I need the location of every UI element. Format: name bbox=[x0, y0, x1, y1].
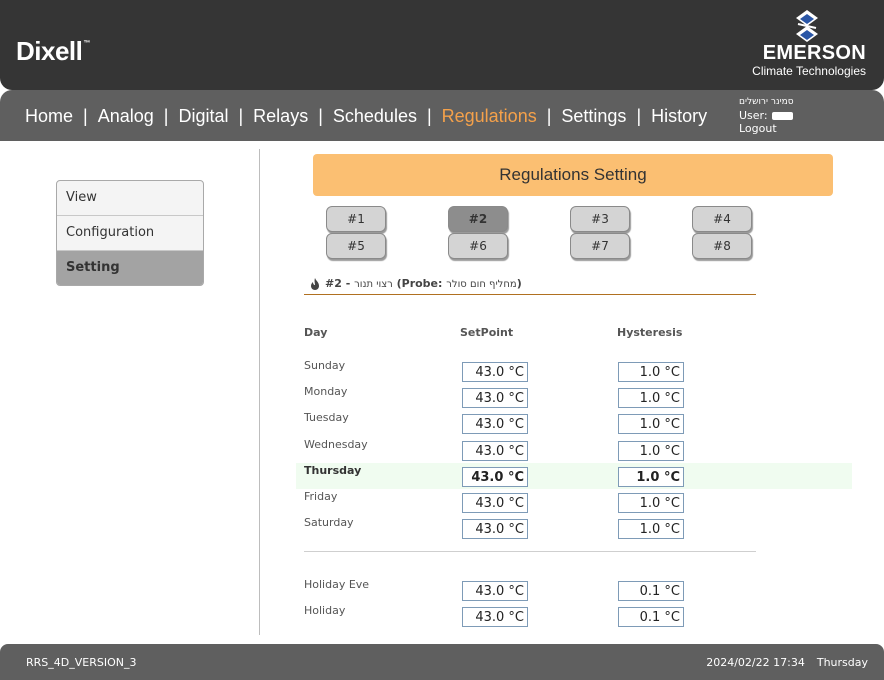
table-row: Friday 43.0 °C 1.0 °C bbox=[304, 489, 852, 515]
reg-button-3[interactable]: #3 bbox=[570, 206, 630, 232]
probe-suffix: ) bbox=[516, 277, 522, 290]
reg-button-4[interactable]: #4 bbox=[692, 206, 752, 232]
setpoint-input[interactable]: 43.0 °C bbox=[462, 607, 528, 627]
nav-separator: | bbox=[163, 106, 169, 126]
day-label: Thursday bbox=[304, 464, 362, 477]
setpoint-input[interactable]: 43.0 °C bbox=[462, 493, 528, 513]
sidebar-item-configuration[interactable]: Configuration bbox=[57, 216, 203, 251]
probe-value: מחליף חום סולר bbox=[446, 279, 517, 290]
main-nav: Home | Analog | Digital | Relays | Schedules | Reg… bbox=[25, 106, 707, 127]
logout-link[interactable]: Logout bbox=[739, 122, 777, 135]
table-row: Monday 43.0 °C 1.0 °C bbox=[304, 384, 852, 410]
nav-separator: | bbox=[426, 106, 432, 126]
nav-separator: | bbox=[83, 106, 88, 126]
dixell-logo-tm: ™ bbox=[83, 40, 90, 47]
hysteresis-input[interactable]: 1.0 °C bbox=[618, 388, 684, 408]
table-row: Saturday 43.0 °C 1.0 °C bbox=[304, 515, 852, 541]
user-name-redacted bbox=[771, 112, 793, 120]
hysteresis-input[interactable]: 0.1 °C bbox=[618, 581, 684, 601]
flame-icon bbox=[311, 278, 319, 290]
hysteresis-input[interactable]: 1.0 °C bbox=[618, 467, 684, 487]
version-label: RRS_4D_VERSION_3 bbox=[26, 656, 137, 669]
table-row-today: Thursday 43.0 °C 1.0 °C bbox=[296, 463, 852, 489]
hysteresis-input[interactable]: 1.0 °C bbox=[618, 493, 684, 513]
probe-regulation-name: רצוי תנור bbox=[354, 279, 393, 290]
table-row-holiday-eve: Holiday Eve 43.0 °C 0.1 °C bbox=[304, 577, 852, 603]
day-label: Monday bbox=[304, 385, 348, 398]
nav-separator: | bbox=[546, 106, 552, 126]
site-location: סמינר ירושלים bbox=[739, 97, 794, 107]
probe-underline bbox=[304, 294, 756, 295]
table-row: Sunday 43.0 °C 1.0 °C bbox=[304, 358, 852, 384]
day-label: Holiday Eve bbox=[304, 578, 370, 591]
day-label: Wednesday bbox=[304, 438, 368, 451]
user-line: User: bbox=[739, 109, 794, 122]
user-label: User: bbox=[739, 109, 768, 122]
day-label: Sunday bbox=[304, 359, 346, 372]
nav-history[interactable]: History bbox=[651, 106, 708, 126]
nav-digital[interactable]: Digital bbox=[178, 106, 229, 126]
setpoint-input[interactable]: 43.0 °C bbox=[462, 581, 528, 601]
setpoint-input[interactable]: 43.0 °C bbox=[462, 362, 528, 382]
column-header-day: Day bbox=[304, 326, 328, 339]
datetime-value: 2024/02/22 17:34 bbox=[706, 656, 805, 669]
reg-button-7[interactable]: #7 bbox=[570, 233, 630, 259]
hysteresis-input[interactable]: 1.0 °C bbox=[618, 362, 684, 382]
nav-separator: | bbox=[636, 106, 642, 126]
status-footer: RRS_4D_VERSION_3 2024/02/22 17:34 Thursda… bbox=[0, 644, 884, 680]
hysteresis-input[interactable]: 1.0 °C bbox=[618, 441, 684, 461]
page-title: Regulations Setting bbox=[313, 154, 833, 196]
sidebar-item-setting[interactable]: Setting bbox=[57, 251, 203, 285]
dixell-logo: Dixell™ bbox=[16, 36, 90, 67]
app-header: Dixell™ EMERSON Climate Technologies bbox=[0, 0, 884, 90]
emerson-emblem-icon bbox=[796, 10, 818, 42]
hysteresis-input[interactable]: 1.0 °C bbox=[618, 519, 684, 539]
reg-button-1[interactable]: #1 bbox=[326, 206, 386, 232]
sidebar-item-view[interactable]: View bbox=[57, 181, 203, 216]
probe-prefix: #2 - bbox=[325, 277, 355, 290]
setpoint-input[interactable]: 43.0 °C bbox=[462, 388, 528, 408]
day-label: Saturday bbox=[304, 516, 354, 529]
nav-schedules[interactable]: Schedules bbox=[332, 106, 417, 126]
nav-separator: | bbox=[238, 106, 244, 126]
day-label: Friday bbox=[304, 490, 338, 503]
emerson-name: EMERSON bbox=[762, 42, 866, 64]
day-label: Holiday bbox=[304, 604, 346, 617]
hysteresis-input[interactable]: 1.0 °C bbox=[618, 414, 684, 434]
nav-analog[interactable]: Analog bbox=[97, 106, 154, 126]
column-header-hysteresis: Hysteresis bbox=[617, 326, 683, 339]
setpoint-input[interactable]: 43.0 °C bbox=[462, 467, 528, 487]
setpoint-input[interactable]: 43.0 °C bbox=[462, 441, 528, 461]
emerson-logo: EMERSON Climate Technologies bbox=[746, 8, 866, 80]
nav-separator: | bbox=[318, 106, 323, 126]
column-header-setpoint: SetPoint bbox=[460, 326, 514, 339]
dixell-logo-text: Dixell bbox=[16, 36, 83, 66]
table-row: Wednesday 43.0 °C 1.0 °C bbox=[304, 437, 852, 463]
day-label: Tuesday bbox=[304, 411, 349, 424]
nav-bar: Home | Analog | Digital | Relays | Schedules | Reg… bbox=[0, 90, 884, 141]
datetime-display: 2024/02/22 17:34 Thursday bbox=[706, 656, 868, 669]
user-panel: סמינר ירושלים User: Logout bbox=[739, 96, 794, 135]
probe-label: (Probe: bbox=[392, 277, 447, 290]
hysteresis-input[interactable]: 0.1 °C bbox=[618, 607, 684, 627]
setpoint-input[interactable]: 43.0 °C bbox=[462, 414, 528, 434]
nav-regulations[interactable]: Regulations bbox=[441, 106, 537, 126]
reg-button-8[interactable]: #8 bbox=[692, 233, 752, 259]
content-area: View Configuration Setting Regulations S… bbox=[0, 141, 884, 644]
weekday-value: Thursday bbox=[816, 656, 868, 669]
table-row: Tuesday 43.0 °C 1.0 °C bbox=[304, 410, 852, 436]
probe-heading: #2 - רצוי תנור (Probe: מחליף חום סולר) bbox=[310, 277, 522, 290]
sidebar-menu: View Configuration Setting bbox=[56, 180, 204, 286]
section-divider bbox=[304, 551, 756, 552]
reg-button-5[interactable]: #5 bbox=[326, 233, 386, 259]
table-row-holiday: Holiday 43.0 °C 0.1 °C bbox=[304, 603, 852, 629]
setpoint-input[interactable]: 43.0 °C bbox=[462, 519, 528, 539]
nav-relays[interactable]: Relays bbox=[253, 106, 309, 126]
reg-button-6[interactable]: #6 bbox=[448, 233, 508, 259]
vertical-divider bbox=[259, 149, 260, 635]
emerson-tagline: Climate Technologies bbox=[752, 64, 866, 78]
nav-home[interactable]: Home bbox=[25, 106, 74, 126]
nav-settings[interactable]: Settings bbox=[561, 106, 627, 126]
reg-button-2[interactable]: #2 bbox=[448, 206, 508, 232]
